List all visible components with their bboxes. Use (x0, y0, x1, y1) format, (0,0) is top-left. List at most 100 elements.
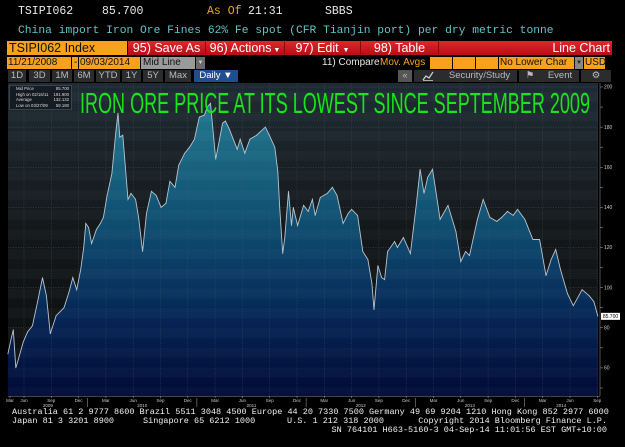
range-3d[interactable]: 3D (29, 70, 50, 82)
data-point (460, 261, 462, 262)
start-date-input[interactable]: 11/21/2008 (7, 57, 71, 69)
data-point (532, 239, 534, 240)
table-button[interactable]: 98) Table (361, 41, 439, 55)
x-tick-label: Sep (484, 398, 493, 403)
gear-icon[interactable]: ⚙ (581, 70, 611, 82)
data-point (95, 229, 97, 230)
data-point (447, 204, 449, 206)
x-tick-label: Jun (566, 398, 574, 403)
data-point (381, 277, 382, 279)
data-point (572, 305, 574, 307)
data-point (99, 223, 101, 224)
security-description: China import Iron Ore Fines 62% Fe spot … (18, 25, 554, 37)
data-point (555, 249, 557, 250)
x-tick-label: Mar (320, 398, 328, 403)
save-as-button[interactable]: 95) Save As (128, 41, 206, 55)
data-point (49, 333, 51, 335)
data-point (85, 223, 87, 224)
data-point (206, 106, 208, 108)
range-ytd[interactable]: YTD (96, 70, 120, 82)
data-point (224, 120, 226, 122)
data-point (91, 243, 92, 244)
data-point (336, 194, 338, 196)
actions-menu[interactable]: 96) Actions ▼ (206, 41, 285, 55)
x-ticks: Mar Jun Sep Dec Mar Jun Sep Dec Mar Jun Sep Dec Mar J… (6, 396, 602, 408)
data-point (135, 198, 136, 200)
data-point (155, 194, 157, 196)
data-point (122, 134, 124, 136)
footer-contacts: Australia 61 2 9777 8600 Brazil 5511 304… (12, 407, 609, 417)
data-point (37, 301, 38, 303)
security-input[interactable]: TSIPI062 Index (7, 41, 127, 55)
data-point (560, 269, 561, 270)
data-point (119, 136, 121, 138)
frequency-select[interactable]: Daily ▼ (194, 70, 238, 82)
range-1y[interactable]: 1Y (122, 70, 141, 82)
footer-us: U.S. 1 212 318 2000 (287, 416, 384, 426)
x-tick-label: Mar (102, 398, 110, 403)
data-point (17, 359, 19, 361)
lower-chart-dropdown-icon[interactable]: ▼ (575, 57, 583, 69)
range-1d[interactable]: 1D (8, 70, 26, 82)
range-6m[interactable]: 6M (74, 70, 94, 82)
data-point (455, 231, 457, 232)
legend: Mid Price 85.700 High on 02/16/11 191.900 … (9, 85, 72, 110)
data-point (63, 307, 65, 309)
flag-icon[interactable]: ⚑ (519, 70, 541, 82)
range-max[interactable]: Max (165, 70, 191, 82)
data-point (203, 114, 205, 116)
data-point (469, 255, 470, 256)
range-1m[interactable]: 1M (52, 70, 72, 82)
data-point (244, 152, 246, 154)
lower-chart-select[interactable]: No Lower Char (499, 57, 574, 69)
last-price: 85.700 (102, 5, 144, 18)
data-point (342, 223, 344, 224)
data-point (27, 331, 28, 333)
x-tick-label: Sep (593, 398, 602, 403)
x-tick-label: Sep (266, 398, 275, 403)
data-point (160, 206, 162, 208)
data-point (362, 251, 364, 252)
x-tick-label: Dec (75, 398, 84, 403)
data-point (377, 265, 379, 266)
menu-bar (128, 41, 612, 55)
data-point (228, 128, 230, 130)
year-label: 2013 (465, 403, 476, 408)
data-point (435, 192, 437, 194)
data-point (489, 217, 491, 218)
data-point (387, 251, 388, 252)
event-button[interactable]: Event (541, 70, 579, 82)
mov-avg-input-2[interactable] (453, 57, 475, 69)
data-point (307, 211, 309, 212)
legend-label: Low on 03/27/09 (16, 102, 48, 108)
range-5y[interactable]: 5Y (143, 70, 163, 82)
mov-avg-input-3[interactable] (476, 57, 498, 69)
legend-label: High on 02/16/11 (16, 91, 49, 97)
compare-button[interactable]: 11) Compare (322, 57, 380, 68)
data-point (396, 247, 398, 248)
legend-value: 191.900 (53, 91, 69, 97)
data-point (351, 209, 352, 210)
collapse-button[interactable]: « (398, 70, 412, 82)
chart-study-icon[interactable] (414, 70, 442, 82)
price-type-dropdown-icon[interactable]: ▼ (196, 57, 205, 69)
data-point (567, 293, 568, 295)
security-study-button[interactable]: Security/Study (442, 70, 517, 82)
price-type-select[interactable]: Mid Line (141, 57, 195, 69)
data-point (274, 146, 276, 148)
data-point (7, 353, 9, 355)
data-point (311, 198, 313, 200)
mov-avg-input-1[interactable] (430, 57, 452, 69)
edit-menu[interactable]: 97) Edit ▼ (285, 41, 361, 55)
x-tick-label: Sep (47, 398, 56, 403)
data-point (432, 168, 433, 170)
year-label: 2009 (43, 403, 54, 408)
currency-select[interactable]: USD (584, 57, 607, 69)
end-date-input[interactable]: 09/03/2014 (79, 57, 140, 69)
legend-item: Mid Price 85.700 (10, 86, 71, 92)
data-point (292, 206, 294, 208)
data-point (264, 126, 266, 128)
data-point (42, 277, 43, 279)
x-tick-label: Mar (211, 398, 219, 403)
